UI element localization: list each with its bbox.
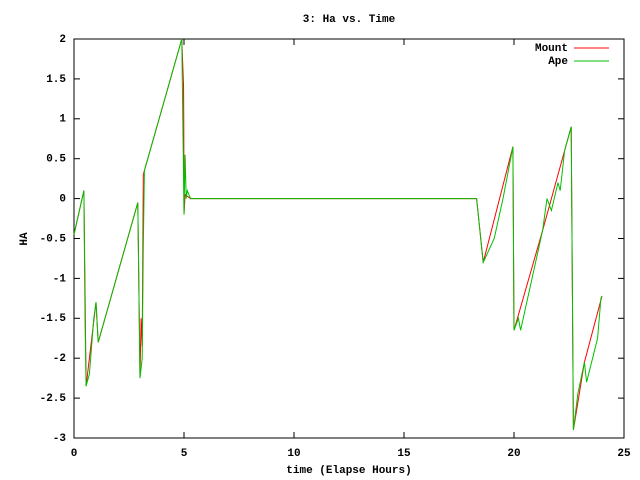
x-tick-label: 0 [71,448,78,460]
plot-border [73,38,625,439]
x-tick-label: 15 [397,448,411,460]
series-line [73,38,603,431]
y-axis-label: HA [19,232,31,246]
x-tick-label: 20 [507,448,520,460]
y-tick-label: -1 [53,273,67,285]
y-tick-label: 0.5 [46,154,66,166]
legend-label: Ape [548,56,568,68]
y-tick-label: 1 [59,114,66,126]
y-tick-label: 0 [59,194,66,206]
legend-label: Mount [535,43,568,55]
chart-title: 3: Ha vs. Time [303,14,396,26]
y-tick-label: -2.5 [40,393,67,405]
y-tick-label: -0.5 [40,233,67,245]
x-tick-label: 10 [287,448,300,460]
x-tick-label: 25 [617,448,631,460]
y-tick-label: -3 [53,433,67,445]
y-tick-label: 2 [59,34,66,46]
series-line [73,38,603,431]
x-axis-label: time (Elapse Hours) [286,465,411,477]
x-tick-label: 5 [181,448,188,460]
y-tick-label: 1.5 [46,74,66,86]
y-tick-label: -2 [53,353,66,365]
y-tick-label: -1.5 [40,313,67,325]
